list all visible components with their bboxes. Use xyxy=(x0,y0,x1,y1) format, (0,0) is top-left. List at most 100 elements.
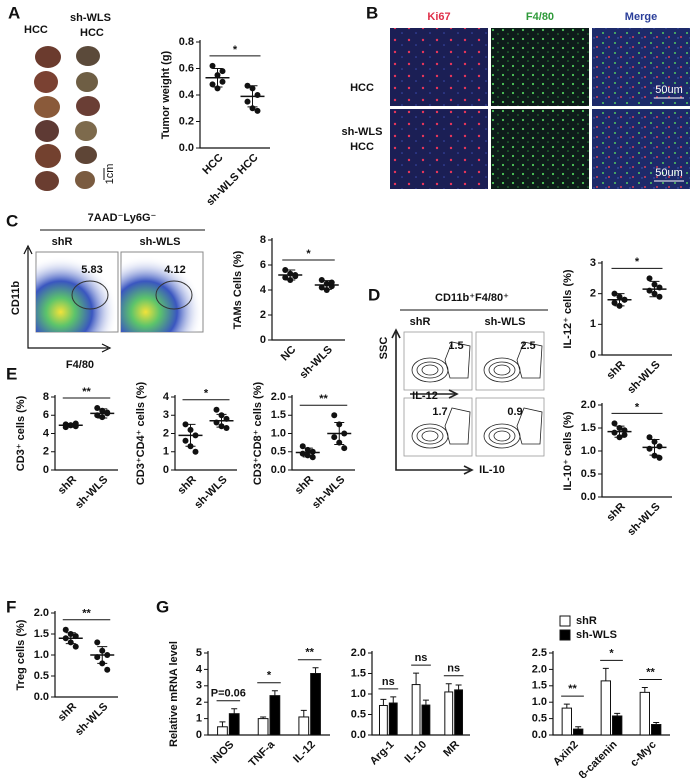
axis xyxy=(601,261,672,356)
y-tick-label: 1 xyxy=(196,713,202,725)
x-tick-label: Axin2 xyxy=(551,739,581,769)
bar xyxy=(269,695,281,736)
data-point xyxy=(209,62,216,69)
data-point xyxy=(331,434,338,441)
x-tick-label: IL-10 xyxy=(403,739,430,766)
data-point xyxy=(213,406,220,413)
y-tick-label: 4 xyxy=(196,663,203,675)
bar xyxy=(600,680,612,736)
y-tick-label: 4 xyxy=(260,284,267,296)
y-tick-label: 2.0 xyxy=(34,607,49,619)
significance-label: ns xyxy=(415,652,428,664)
photo-label: sh-WLS xyxy=(70,12,111,24)
y-tick-label: 0.2 xyxy=(179,115,194,127)
data-point xyxy=(254,107,261,114)
error-bar xyxy=(413,672,420,685)
row-label: HCC xyxy=(350,141,374,153)
data-point xyxy=(223,425,230,432)
x-tick-label: c-Myc xyxy=(628,739,659,770)
axis-label: F4/80 xyxy=(66,359,94,371)
y-tick-label: 0.5 xyxy=(34,670,49,682)
data-point xyxy=(331,412,338,419)
x-tick-label: sh-WLS xyxy=(192,474,229,511)
y-axis-label: CD3⁺CD8⁺ cells (%) xyxy=(252,382,264,486)
bar xyxy=(573,728,584,736)
data-point xyxy=(219,68,226,75)
bar xyxy=(561,707,573,736)
y-tick-label: 1.5 xyxy=(34,628,49,640)
y-axis-label: Relative mRNA level xyxy=(168,641,180,747)
bar xyxy=(411,684,421,736)
y-tick-label: 0.5 xyxy=(271,446,286,458)
y-tick-label: 1.0 xyxy=(532,696,547,708)
y-tick-label: 1.5 xyxy=(351,667,366,679)
y-axis-label: TAMs Cells (%) xyxy=(232,250,244,329)
y-tick-label: 0.5 xyxy=(532,713,547,725)
error-bar xyxy=(390,696,397,704)
error-bar xyxy=(219,721,226,727)
y-axis-label: CD3⁺ cells (%) xyxy=(15,395,27,471)
y-tick-label: 5 xyxy=(196,647,202,659)
sd-bar xyxy=(97,408,108,419)
y-tick-label: 0.4 xyxy=(179,89,195,101)
x-tick-label: HCC xyxy=(200,152,225,177)
bar xyxy=(639,691,651,736)
error-bar xyxy=(563,703,570,709)
y-tick-label: 2.0 xyxy=(532,663,547,675)
data-point xyxy=(94,404,101,411)
sd-bar xyxy=(285,269,296,281)
sd-bar xyxy=(649,280,660,298)
axis-label: IL-12 xyxy=(412,390,438,402)
photo-label: HCC xyxy=(24,24,48,36)
significance-label: ** xyxy=(568,683,577,695)
channel-label: F4/80 xyxy=(526,11,554,23)
x-tick-label: TNF-a xyxy=(247,738,278,769)
error-bar xyxy=(260,716,267,719)
data-point xyxy=(323,287,330,293)
channel-label: Ki67 xyxy=(427,11,450,23)
flow-plots xyxy=(23,244,204,353)
y-axis-label: CD3⁺CD4⁺ cells (%) xyxy=(135,382,147,486)
sd-bar xyxy=(649,439,660,456)
bar xyxy=(298,716,310,736)
significance-label: ns xyxy=(447,663,460,675)
sd-bar xyxy=(614,293,625,307)
sample-label: shR xyxy=(52,236,73,248)
error-bar xyxy=(445,683,452,692)
data-point xyxy=(646,434,653,441)
axis-label: SSC xyxy=(378,337,390,360)
significance-label: * xyxy=(609,647,614,659)
x-tick-label: IL-12 xyxy=(291,739,318,766)
data-point xyxy=(282,274,289,281)
y-tick-label: 0 xyxy=(163,464,169,476)
y-tick-label: 1 xyxy=(590,318,596,330)
axis-label: CD11b xyxy=(10,281,22,316)
significance-label: * xyxy=(635,401,640,413)
y-tick-label: 0.5 xyxy=(581,468,596,480)
significance-label: ** xyxy=(646,666,655,678)
y-tick-label: 0.0 xyxy=(581,491,596,503)
fluorescence-images xyxy=(390,28,690,189)
y-tick-label: 2 xyxy=(163,427,169,439)
data-point xyxy=(219,78,226,85)
y-tick-label: 6 xyxy=(43,409,49,421)
y-axis-label: IL-12⁺ cells (%) xyxy=(562,269,574,349)
significance-label: * xyxy=(306,248,311,260)
panel-letter: B xyxy=(366,3,378,22)
scale-label: 50um xyxy=(655,84,683,96)
tumor-photo xyxy=(30,42,110,192)
y-tick-label: 3 xyxy=(590,257,596,269)
data-point xyxy=(192,448,199,455)
scale-label: 50um xyxy=(655,167,683,179)
significance-label: ** xyxy=(319,393,328,405)
x-tick-label: shR xyxy=(56,474,79,497)
row-label: sh-WLS xyxy=(342,126,383,138)
gate-percent: 5.83 xyxy=(81,264,102,276)
y-tick-label: 1.5 xyxy=(581,422,596,434)
y-tick-label: 6 xyxy=(260,259,266,271)
y-tick-label: 0.0 xyxy=(179,142,194,154)
sd-bar xyxy=(247,85,258,108)
x-tick-label: sh-WLS xyxy=(73,474,110,511)
y-tick-label: 4 xyxy=(163,391,170,403)
panel-letter: A xyxy=(8,3,20,22)
